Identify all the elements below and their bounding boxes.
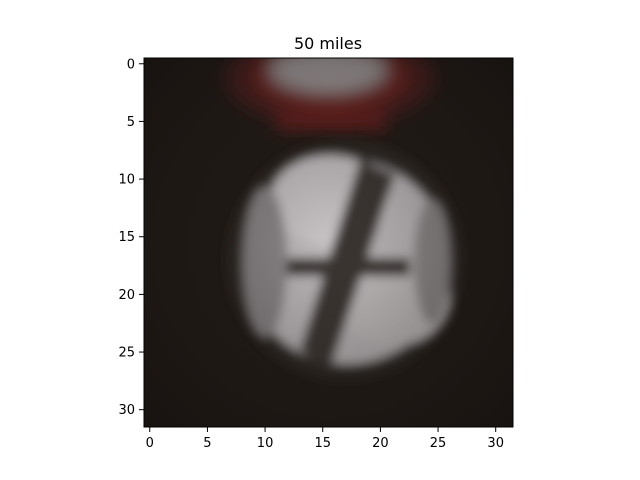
plot-title: 50 miles [294, 34, 362, 53]
x-tick-label: 10 [257, 436, 274, 451]
y-tick-label: 15 [118, 230, 135, 245]
x-tick-label: 30 [487, 436, 504, 451]
axes-frame [143, 57, 514, 428]
sign-image [144, 58, 513, 427]
y-tick-label: 10 [118, 173, 135, 188]
x-tick-label: 5 [203, 436, 211, 451]
y-tick-label: 30 [118, 403, 135, 418]
x-tick-label: 15 [314, 436, 331, 451]
x-axis-ticks: 0 5 10 15 20 25 30 [146, 427, 504, 451]
y-tick-label: 0 [127, 57, 135, 72]
y-tick-label: 20 [118, 288, 135, 303]
y-tick-label: 25 [118, 346, 135, 361]
x-tick-label: 0 [146, 436, 154, 451]
y-tick-label: 5 [127, 115, 135, 130]
y-axis-ticks: 0 5 10 15 20 25 30 [118, 57, 144, 418]
x-tick-label: 20 [372, 436, 389, 451]
x-tick-label: 25 [430, 436, 447, 451]
